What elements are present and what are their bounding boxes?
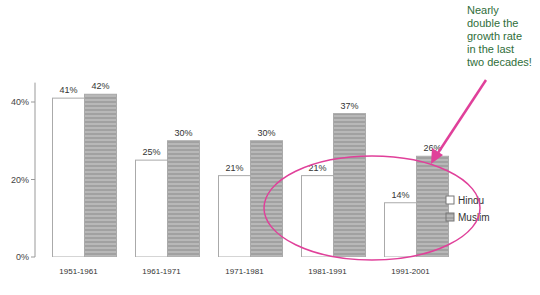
- bar: [168, 141, 200, 257]
- y-tick: [31, 102, 35, 103]
- y-tick-label: 20%: [11, 175, 29, 185]
- data-label: 41%: [59, 85, 77, 95]
- legend-label: Muslim: [458, 212, 490, 223]
- bars: [53, 94, 449, 257]
- x-tick-label: 1981-1991: [308, 267, 347, 276]
- annotation: two decades!: [467, 56, 532, 68]
- annotation: Nearly: [467, 4, 499, 16]
- bar: [136, 160, 168, 257]
- x-tick-label: 1961-1971: [142, 267, 181, 276]
- bar: [85, 94, 117, 257]
- annotation: growth rate: [467, 30, 522, 42]
- bar: [219, 176, 251, 257]
- data-label: 30%: [257, 128, 275, 138]
- y-tick-label: 40%: [11, 97, 29, 107]
- bar: [251, 141, 283, 257]
- data-label: 42%: [91, 81, 109, 91]
- annotation: double the: [467, 17, 518, 29]
- highlight-ellipse: [264, 156, 480, 260]
- bar: [53, 98, 85, 257]
- chart: 0%20%40%41%42%25%30%21%30%21%37%14%26%19…: [0, 0, 540, 295]
- legend-swatch: [446, 196, 454, 204]
- data-label: 21%: [225, 163, 243, 173]
- data-labels: 41%42%25%30%21%30%21%37%14%26%: [59, 81, 441, 200]
- x-tick-label: 1991-2001: [391, 267, 430, 276]
- data-label: 21%: [308, 163, 326, 173]
- data-label: 25%: [142, 147, 160, 157]
- y-tick: [31, 179, 35, 180]
- bar: [334, 114, 366, 257]
- arrow-head: [431, 148, 443, 164]
- annotation: in the last: [467, 43, 514, 55]
- legend-swatch: [446, 213, 454, 221]
- y-axis: [35, 83, 36, 257]
- bar: [302, 176, 334, 257]
- arrow-shaft: [436, 80, 486, 156]
- x-tick-label: 1951-1961: [59, 267, 98, 276]
- bar: [385, 203, 417, 257]
- y-tick-label: 0%: [16, 252, 29, 262]
- data-label: 30%: [174, 128, 192, 138]
- y-tick: [31, 257, 35, 258]
- bar: [417, 156, 449, 257]
- x-tick-label: 1971-1981: [225, 267, 264, 276]
- data-label: 37%: [340, 101, 358, 111]
- data-label: 14%: [391, 190, 409, 200]
